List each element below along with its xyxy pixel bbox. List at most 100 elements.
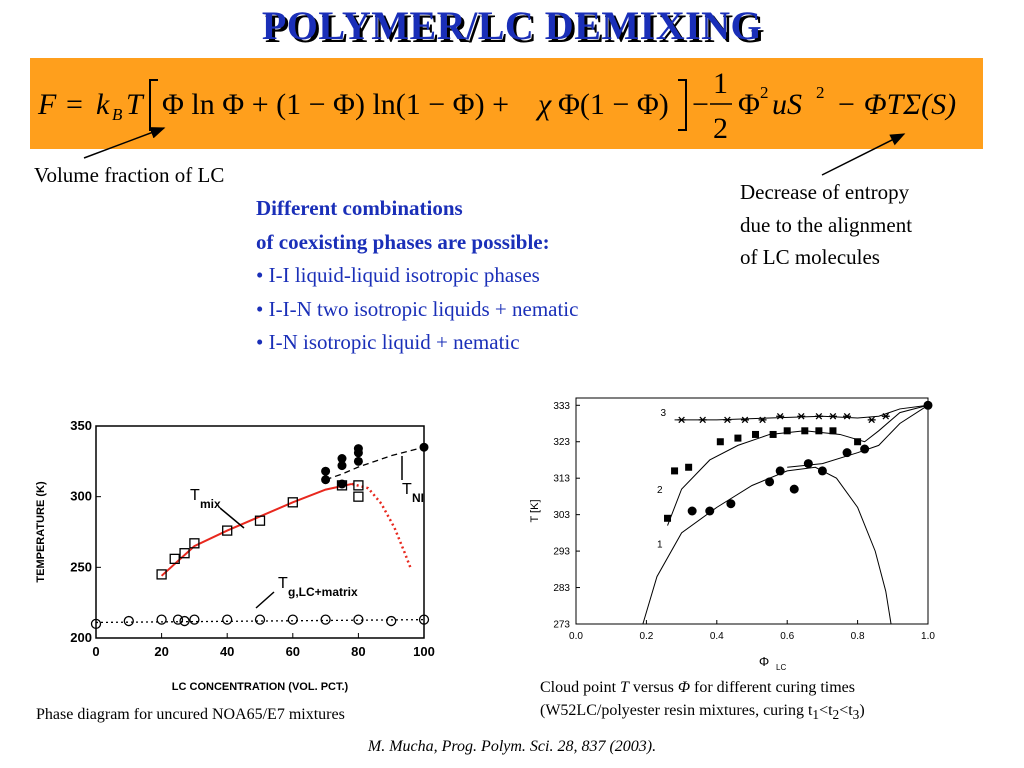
bracket-right: [678, 79, 687, 131]
left-x-tick-label: 0: [92, 644, 99, 659]
formula-eq: =: [66, 88, 83, 121]
left-data-point: [353, 491, 364, 502]
left-annot-tg-arrow: [255, 591, 275, 609]
right-curve-1-upper: [787, 404, 929, 468]
right-x-tick-label: 0.8: [851, 631, 865, 642]
formula-k-sub: B: [112, 105, 123, 124]
annotation-entropy-line-3: of LC molecules: [740, 245, 880, 270]
formula-term2: Φ(1 − Φ): [558, 88, 669, 121]
left-y-tick-label: 250: [70, 559, 92, 574]
left-annot-tg-sub: g,LC+matrix: [288, 585, 358, 599]
right-x-tick-label: 1.0: [921, 631, 935, 642]
right-curve-label-3: 3: [660, 408, 666, 419]
left-data-point: [337, 454, 347, 464]
left-data-point: [179, 615, 190, 627]
chart-cloud-point: 0.0 0.2 0.4 0.6 0.8 1.0 273 283 293 303 313 323 333 Φ…: [529, 397, 935, 672]
left-data-point: [90, 618, 102, 630]
formula-phi-sup: 2: [760, 83, 769, 102]
right-data-point: [776, 412, 785, 420]
right-data-point: [783, 427, 791, 435]
right-data-point: [814, 412, 823, 420]
citation: M. Mucha, Prog. Polym. Sci. 28, 837 (200…: [367, 738, 657, 755]
annotation-entropy: Decrease of entropy due to the alignment…: [740, 176, 1000, 274]
right-data-point: [881, 412, 890, 420]
left-data-point: [156, 614, 167, 625]
phases-header-2: of coexisting phases are possible:: [256, 229, 550, 254]
right-y-tick-label: 323: [553, 437, 570, 448]
left-x-tick-label: 60: [286, 644, 300, 659]
right-data-point: [854, 438, 862, 446]
left-data-point: [337, 479, 347, 489]
right-data-point: [698, 416, 707, 424]
left-x-tick-label: 100: [413, 644, 435, 659]
left-tni-fit-dashed: [325, 446, 425, 481]
left-tmix-fit-dotted: [351, 482, 413, 570]
right-y-tick-label: 273: [553, 620, 570, 631]
left-data-point: [222, 614, 233, 625]
left-data-point: [169, 553, 180, 565]
formula-half-den: 2: [713, 112, 728, 145]
left-data-point: [419, 442, 429, 452]
right-y-tick-label: 313: [553, 474, 570, 485]
left-data-point: [321, 475, 331, 485]
formula-uS: uS: [772, 88, 802, 121]
phase-item-in: • I-N isotropic liquid + nematic: [256, 330, 520, 355]
formula-k: k: [96, 88, 110, 121]
left-data-point: [386, 615, 397, 627]
left-data-point: [353, 456, 363, 466]
right-y-tick-label: 303: [553, 510, 570, 521]
phases-header-1: Different combinations: [256, 196, 463, 220]
left-data-point: [418, 614, 430, 625]
right-curve-2: [667, 404, 929, 526]
caption-right: Cloud point T versus Φ for different cur…: [540, 676, 865, 725]
formula-term1: Φ ln Φ + (1 − Φ) ln(1 − Φ) +: [162, 88, 509, 121]
bracket-left: [149, 79, 158, 131]
right-data-point: [726, 499, 736, 509]
caption-left: Phase diagram for uncured NOA65/E7 mixtu…: [36, 706, 345, 723]
formula-svg: F = k B T Φ ln Φ + (1 − Φ) ln(1 − Φ) + χ…: [37, 67, 956, 145]
right-data-point: [797, 412, 806, 420]
right-data-point: [740, 416, 749, 424]
right-data-point: [923, 400, 933, 410]
right-data-point: [801, 427, 809, 435]
right-y-tick-label: 283: [553, 583, 570, 594]
left-y-tick-label: 350: [70, 418, 92, 433]
right-data-point: [803, 459, 813, 469]
formula-chi: χ: [535, 88, 552, 121]
left-data-point: [353, 444, 363, 454]
left-data-point: [189, 614, 200, 625]
right-data-point: [817, 466, 827, 476]
free-energy-formula: F = k B T Φ ln Φ + (1 − Φ) ln(1 − Φ) + χ…: [30, 58, 983, 149]
right-data-point: [687, 506, 697, 516]
right-data-point: [705, 506, 715, 516]
right-data-point: [758, 416, 767, 424]
left-data-point: [337, 461, 347, 471]
caption-right-line-1: Cloud point T versus Φ for different cur…: [540, 679, 855, 696]
right-x-tick-label: 0.0: [569, 631, 583, 642]
right-x-tick-label: 0.6: [780, 631, 794, 642]
left-x-axis-label: LC CONCENTRATION (VOL. PCT.): [172, 681, 349, 693]
left-data-point: [320, 614, 331, 625]
right-data-point: [829, 427, 837, 435]
right-data-point: [815, 427, 823, 435]
left-annot-tmix-arrow: [219, 507, 245, 529]
page-title: POLYMER/LC DEMIXING: [261, 3, 763, 48]
right-data-point: [842, 448, 852, 458]
right-data-point: [765, 477, 775, 487]
right-data-point: [752, 430, 760, 438]
right-data-point: [734, 434, 742, 442]
annotation-entropy-line-2: due to the alignment: [740, 212, 913, 237]
right-data-point: [677, 416, 686, 424]
right-y-axis-label: T [K]: [529, 499, 541, 522]
right-x-axis-label: Φ: [759, 654, 769, 669]
left-data-point: [222, 525, 233, 536]
right-curve-3: [674, 404, 929, 421]
left-x-tick-label: 40: [220, 644, 234, 659]
formula-F: F: [37, 88, 57, 121]
right-data-point: [789, 484, 799, 494]
annotation-volume-fraction: Volume fraction of LC: [34, 163, 225, 187]
right-x-axis-label-sub: LC: [776, 663, 786, 672]
left-annot-tni-T: T: [402, 481, 412, 498]
formula-phi: Φ: [738, 88, 760, 121]
right-data-point: [775, 466, 785, 476]
